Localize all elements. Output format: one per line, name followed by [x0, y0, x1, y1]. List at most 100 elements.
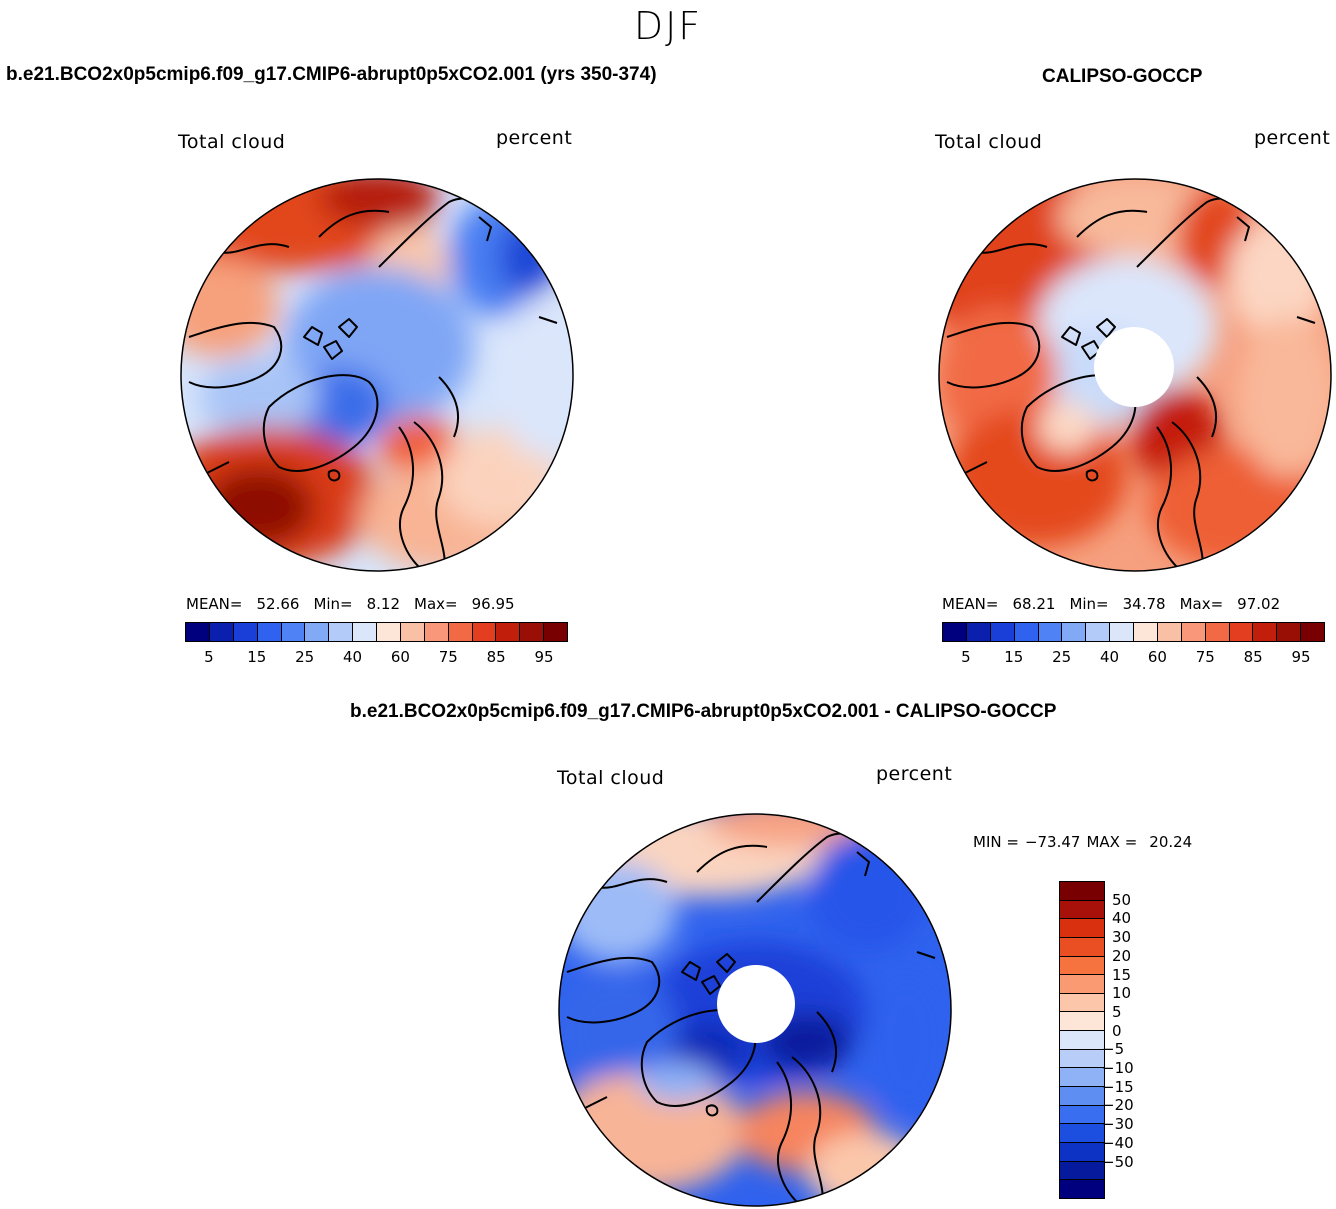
diff-colorbar-swatch: [1060, 956, 1104, 976]
obs-units-label: percent: [1254, 127, 1331, 149]
model-colorbar-tick-label: 75: [438, 648, 458, 666]
obs-colorbar-swatch: [1181, 623, 1206, 641]
obs-stats: MEAN= 68.21 Min= 34.78 Max= 97.02: [942, 595, 1280, 613]
diff-colorbar-swatch: [1060, 1012, 1104, 1032]
model-colorbar-tick-label: 15: [247, 648, 267, 666]
diff-colorbar-swatch: [1060, 1049, 1104, 1069]
model-panel-title: b.e21.BCO2x0p5cmip6.f09_g17.CMIP6-abrupt…: [6, 64, 657, 85]
diff-colorbar-tick-label: −40: [1102, 1133, 1134, 1152]
diff-colorbar-tick-label: −10: [1102, 1059, 1134, 1078]
model-colorbar-swatch: [472, 623, 497, 641]
model-max-value: 96.95: [471, 595, 515, 613]
model-colorbar-swatch: [257, 623, 282, 641]
obs-colorbar-swatch: [1086, 623, 1111, 641]
model-colorbar-ticks: 5 15 25 40 60 75 85 95: [185, 648, 568, 668]
model-units-label: percent: [496, 127, 573, 149]
model-colorbar-swatch: [233, 623, 258, 641]
obs-colorbar-tick-label: 75: [1195, 648, 1215, 666]
model-variable-label: Total cloud: [178, 131, 286, 153]
model-colorbar-swatch: [377, 623, 401, 641]
diff-min-value: −73.47: [1024, 833, 1081, 851]
diff-colorbar-tick-label: −50: [1102, 1152, 1134, 1171]
obs-variable-label: Total cloud: [935, 131, 1043, 153]
obs-colorbar: [942, 622, 1325, 642]
obs-colorbar-swatch: [966, 623, 991, 641]
diff-colorbar-tick-label: 20: [1112, 946, 1132, 965]
diff-colorbar-swatch: [1060, 1180, 1104, 1198]
diff-variable-label: Total cloud: [557, 767, 665, 789]
model-colorbar-swatch: [305, 623, 330, 641]
diff-max-value: 20.24: [1149, 833, 1193, 851]
diff-panel-title: b.e21.BCO2x0p5cmip6.f09_g17.CMIP6-abrupt…: [350, 701, 1057, 722]
diff-colorbar-swatch: [1060, 882, 1104, 901]
obs-colorbar-ticks: 5 15 25 40 60 75 85 95: [942, 648, 1325, 668]
diff-colorbar-swatch: [1060, 975, 1104, 994]
obs-colorbar-swatch: [1038, 623, 1063, 641]
obs-min-label: Min=: [1069, 595, 1109, 613]
obs-colorbar-swatch: [1277, 623, 1302, 641]
model-colorbar-swatch: [520, 623, 545, 641]
diff-units-label: percent: [876, 763, 953, 785]
diff-colorbar-tick-label: 40: [1112, 909, 1132, 928]
model-mean-value: 52.66: [256, 595, 300, 613]
diff-colorbar-tick-label: 5: [1112, 1002, 1122, 1021]
obs-max-label: Max=: [1179, 595, 1224, 613]
model-polar-map: [179, 177, 575, 573]
model-colorbar-swatch: [496, 623, 521, 641]
obs-colorbar-swatch: [1014, 623, 1039, 641]
model-min-value: 8.12: [366, 595, 401, 613]
model-colorbar-tick-label: 60: [390, 648, 410, 666]
obs-max-value: 97.02: [1237, 595, 1281, 613]
diff-colorbar-swatch: [1060, 993, 1104, 1013]
model-colorbar-swatch: [281, 623, 306, 641]
obs-mean-value: 68.21: [1012, 595, 1056, 613]
model-colorbar-swatch: [448, 623, 473, 641]
obs-polar-map: [937, 177, 1333, 573]
obs-mean-label: MEAN=: [942, 595, 999, 613]
model-colorbar-swatch: [209, 623, 234, 641]
model-colorbar: [185, 622, 568, 642]
diff-colorbar-tick-label: −20: [1102, 1096, 1134, 1115]
model-colorbar-swatch: [424, 623, 449, 641]
diff-colorbar-swatch: [1060, 1142, 1104, 1162]
obs-colorbar-swatch: [1110, 623, 1134, 641]
model-colorbar-swatch: [329, 623, 354, 641]
model-colorbar-swatch: [353, 623, 377, 641]
diff-colorbar-swatch: [1060, 1124, 1104, 1143]
diff-colorbar-swatch: [1060, 900, 1104, 920]
season-title: DJF: [633, 4, 703, 48]
obs-colorbar-swatch: [1157, 623, 1182, 641]
diff-colorbar-tick-label: −30: [1102, 1115, 1134, 1134]
diff-max-label: MAX =: [1086, 833, 1138, 851]
diff-colorbar-swatch: [1060, 937, 1104, 957]
obs-colorbar-tick-label: 25: [1052, 648, 1072, 666]
obs-colorbar-tick-label: 85: [1243, 648, 1263, 666]
diff-polar-map: [557, 812, 953, 1208]
diff-colorbar-tick-label: 50: [1112, 890, 1132, 909]
obs-min-value: 34.78: [1122, 595, 1166, 613]
obs-panel-title: CALIPSO-GOCCP: [1042, 66, 1203, 87]
model-colorbar-swatch: [400, 623, 425, 641]
obs-colorbar-swatch: [1134, 623, 1158, 641]
diff-min-label: MIN =: [973, 833, 1019, 851]
obs-colorbar-tick-label: 15: [1004, 648, 1024, 666]
model-colorbar-swatch: [186, 623, 210, 641]
diff-colorbar-swatch: [1060, 1161, 1104, 1181]
obs-colorbar-tick-label: 60: [1147, 648, 1167, 666]
model-colorbar-tick-label: 25: [295, 648, 315, 666]
model-stats: MEAN= 52.66 Min= 8.12 Max= 96.95: [186, 595, 515, 613]
diff-stats: MIN = −73.47 MAX = 20.24: [973, 833, 1192, 851]
obs-colorbar-swatch: [943, 623, 967, 641]
diff-colorbar-tick-label: 0: [1112, 1021, 1122, 1040]
diff-colorbar-ticks: 50 40 30 20 15 10 5 0 −5 −10 −15 −20 −30 −40 −50: [1102, 881, 1172, 1199]
diff-colorbar-tick-label: −5: [1102, 1040, 1125, 1059]
obs-colorbar-swatch: [1062, 623, 1087, 641]
diff-colorbar-tick-label: 30: [1112, 928, 1132, 947]
diff-colorbar-tick-label: 15: [1112, 965, 1132, 984]
obs-colorbar-tick-label: 95: [1291, 648, 1311, 666]
diff-colorbar-tick-label: 10: [1112, 984, 1132, 1003]
diff-colorbar-tick-label: −15: [1102, 1077, 1134, 1096]
diff-colorbar-swatch: [1060, 1105, 1104, 1125]
diff-colorbar: [1059, 881, 1105, 1199]
obs-colorbar-tick-label: 40: [1100, 648, 1120, 666]
